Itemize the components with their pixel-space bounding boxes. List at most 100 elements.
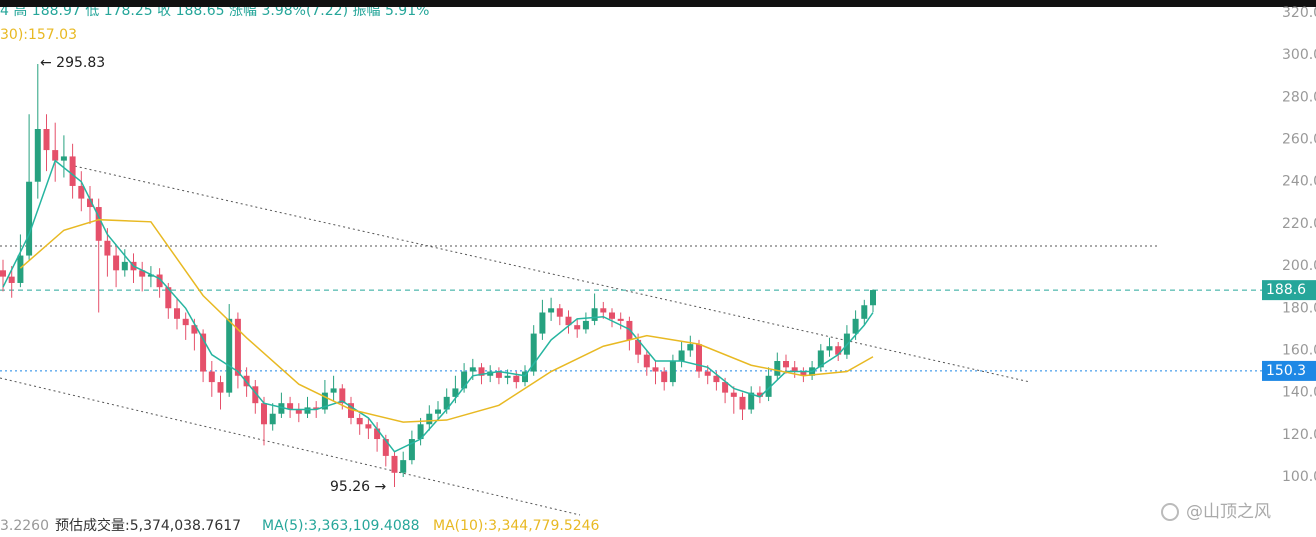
candle-body (713, 375, 720, 383)
candle-body (339, 388, 346, 404)
candle-body (234, 318, 241, 376)
candle-body (147, 274, 154, 277)
candle-body (722, 382, 729, 393)
candle-body (174, 308, 180, 319)
candle-body (600, 308, 607, 313)
candle-body (826, 346, 833, 351)
y-tick-label: 120.00 (1282, 427, 1316, 443)
y-tick-label: 100.00 (1282, 469, 1316, 485)
price-label-box (1262, 280, 1316, 301)
candle-body (495, 371, 502, 378)
candle-body (687, 344, 694, 351)
candle-body (591, 308, 598, 321)
watermark: @山顶之风 (1186, 502, 1271, 522)
candle-body (678, 350, 685, 361)
y-tick-label: 240.00 (1282, 174, 1316, 190)
candle-body (765, 375, 772, 397)
candle-body (8, 276, 15, 283)
candle-body (469, 367, 476, 372)
candle-body (539, 312, 546, 334)
y-tick-label: 140.00 (1282, 385, 1316, 401)
price-label-box (1262, 360, 1316, 381)
candle-body (504, 375, 511, 378)
candle-body (852, 318, 859, 334)
candle-body (435, 409, 441, 414)
candle-body (652, 367, 659, 372)
candle-body (408, 439, 415, 461)
candle-body (348, 403, 354, 418)
candle-body (52, 150, 59, 161)
candle-body (391, 455, 398, 473)
candle-body (60, 156, 67, 161)
candle-body (582, 320, 589, 330)
candle-body (208, 371, 215, 383)
candle-body (365, 424, 372, 429)
candle-body (26, 181, 33, 256)
candle-body (783, 361, 789, 368)
footer-text: MA(5):3,363,109.4088 (262, 518, 420, 534)
ma-line (2, 159, 874, 453)
candle-body (452, 388, 459, 397)
candle-body (748, 392, 755, 410)
footer-text: MA(10):3,344,779.5246 (433, 518, 600, 534)
candle-body (696, 344, 702, 372)
candle-body (43, 129, 50, 151)
candle-body (104, 240, 111, 256)
candle-body (643, 354, 650, 368)
candle-body (791, 367, 798, 372)
candle-body (313, 407, 320, 410)
price-label: 188.6 (1266, 282, 1306, 298)
candle-body (548, 308, 555, 313)
candle-body (261, 403, 267, 425)
candle-body (17, 255, 24, 283)
candle-body (78, 185, 85, 199)
candle-body (374, 428, 381, 440)
candle-body (635, 339, 642, 355)
status-bar (0, 0, 1316, 7)
candle-body (165, 287, 172, 309)
y-tick-label: 280.00 (1282, 89, 1316, 105)
candle-body (530, 333, 537, 372)
candle-body (739, 396, 746, 410)
trend-line (0, 377, 581, 516)
candle-body (87, 198, 93, 208)
candle-body (617, 318, 624, 321)
y-tick-label: 220.00 (1282, 216, 1316, 232)
candle-body (34, 129, 41, 182)
candle-body (513, 375, 520, 383)
candle-body (870, 290, 876, 306)
trend-line (69, 164, 1031, 383)
y-tick-label: 320.00 (1282, 5, 1316, 21)
candle-body (69, 156, 76, 186)
y-tick-label: 200.00 (1282, 258, 1316, 274)
candle-body (287, 403, 294, 410)
candle-body (730, 392, 737, 397)
candle-body (95, 207, 102, 241)
candle-body (817, 350, 824, 368)
candle-body (426, 413, 433, 425)
footer-text: 预估成交量:5,374,038.7617 (55, 517, 241, 534)
candle-body (191, 325, 198, 334)
candle-body (113, 255, 120, 271)
candle-body (417, 424, 424, 440)
candle-body (400, 460, 407, 473)
price-label: 150.3 (1266, 363, 1306, 379)
candle-body (0, 270, 6, 277)
candle-body (835, 346, 842, 355)
candle-body (704, 371, 711, 376)
y-tick-label: 180.00 (1282, 300, 1316, 316)
candle-body (217, 382, 224, 393)
candle-body (295, 409, 302, 414)
candle-body (139, 270, 146, 277)
ma-line (19, 218, 874, 423)
candle-body (661, 371, 668, 383)
candle-body (774, 361, 781, 376)
ma-info: 30):157.03 (0, 27, 77, 43)
candle-body (356, 417, 363, 425)
candle-body (800, 371, 807, 376)
candle-body (252, 386, 259, 404)
annotation: ← 295.83 (40, 55, 105, 71)
